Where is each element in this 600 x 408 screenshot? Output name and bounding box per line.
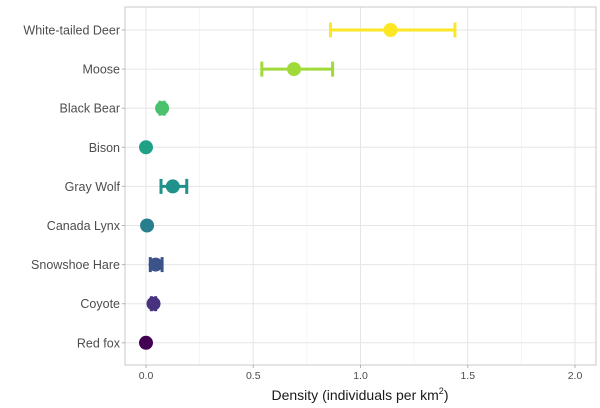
- data-point: [155, 101, 170, 116]
- data-point: [139, 335, 153, 350]
- series-moose: [260, 61, 335, 77]
- x-axis-title-superscript: 2: [439, 386, 444, 396]
- y-tick-label: Red fox: [77, 336, 121, 350]
- series-coyote: [146, 296, 161, 312]
- series-gray-wolf: [159, 178, 189, 194]
- y-tick-label: Gray Wolf: [65, 180, 121, 194]
- x-axis-title-suffix: ): [444, 387, 449, 403]
- y-tick-label: Black Bear: [60, 102, 120, 116]
- x-tick-label: 1.5: [460, 370, 475, 382]
- grid-layer: [125, 7, 596, 365]
- x-tick-label: 1.0: [353, 370, 368, 382]
- x-tick-label: 2.0: [568, 370, 583, 382]
- x-axis-title: Density (individuals per km2): [272, 386, 449, 403]
- data-point: [383, 23, 398, 37]
- data-point: [165, 179, 180, 194]
- x-tick-label: 0.0: [139, 370, 154, 382]
- series-canada-lynx: [140, 218, 155, 233]
- series-white-tailed-deer: [328, 22, 457, 38]
- y-tick-label: Coyote: [80, 297, 120, 311]
- series-black-bear: [155, 100, 170, 116]
- y-tick-label: White-tailed Deer: [23, 24, 120, 38]
- data-point: [139, 140, 153, 155]
- y-axis: White-tailed Deer Moose Black Bear Bison Gra…: [23, 24, 125, 350]
- y-tick-label: Moose: [82, 63, 120, 77]
- data-point: [148, 257, 163, 272]
- marks-layer: [139, 22, 457, 350]
- y-tick-label: Bison: [89, 141, 120, 155]
- x-axis: 0.0 0.5 1.0 1.5 2.0: [139, 365, 583, 382]
- data-point: [146, 296, 161, 311]
- x-axis-title-main: Density (individuals per km: [272, 387, 439, 403]
- series-snowshoe-hare: [148, 257, 164, 273]
- data-point: [287, 62, 302, 77]
- x-tick-label: 0.5: [246, 370, 261, 382]
- y-tick-label: Snowshoe Hare: [31, 258, 120, 272]
- data-point: [140, 218, 155, 233]
- y-tick-label: Canada Lynx: [47, 219, 121, 233]
- series-red-fox: [139, 335, 153, 350]
- series-bison: [139, 140, 153, 155]
